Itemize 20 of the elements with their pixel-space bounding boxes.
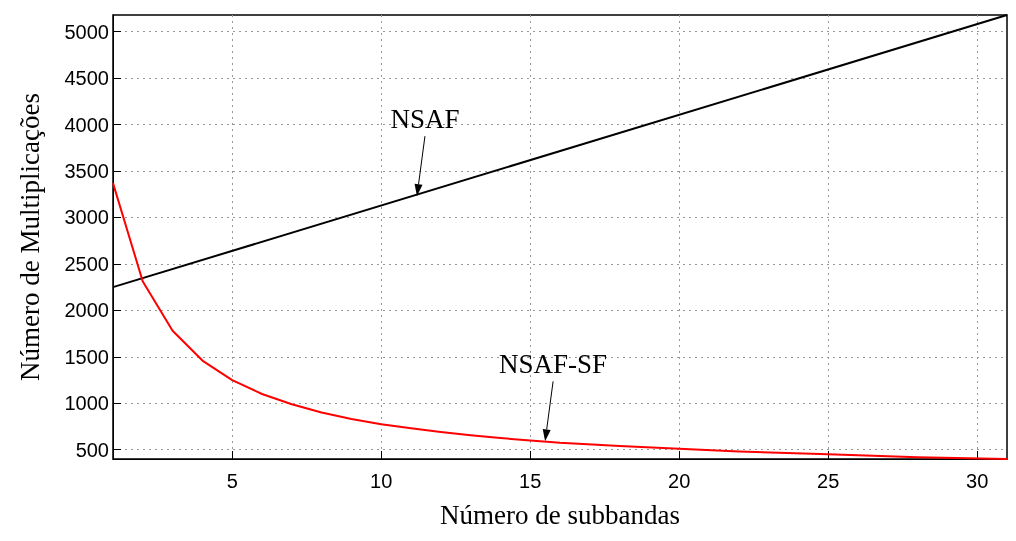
y-tick-label: 5000 <box>64 20 109 43</box>
y-tick-label: 2500 <box>64 252 109 275</box>
y-tick-label: 1000 <box>64 392 109 415</box>
y-axis-title: Número de Multiplicações <box>14 93 45 381</box>
y-tick-label: 4500 <box>64 67 109 90</box>
x-tick-label: 30 <box>966 470 989 492</box>
y-tick-label: 3500 <box>64 160 109 183</box>
annotation: NSAF-SF <box>499 348 608 379</box>
y-tick-label: 1500 <box>64 345 109 368</box>
x-tick-label: 10 <box>370 470 393 492</box>
y-tick-label: 3000 <box>64 206 109 229</box>
x-tick-label: 5 <box>226 470 238 492</box>
x-tick-label: 25 <box>817 470 840 492</box>
annotation: NSAF <box>390 103 460 134</box>
y-tick-label: 4000 <box>64 113 109 136</box>
x-tick-label: 15 <box>519 470 542 492</box>
x-axis-title: Número de subbandas <box>440 499 680 530</box>
x-tick-label: 20 <box>668 470 691 492</box>
y-tick-label: 2000 <box>64 299 109 322</box>
y-tick-label: 500 <box>75 438 109 461</box>
